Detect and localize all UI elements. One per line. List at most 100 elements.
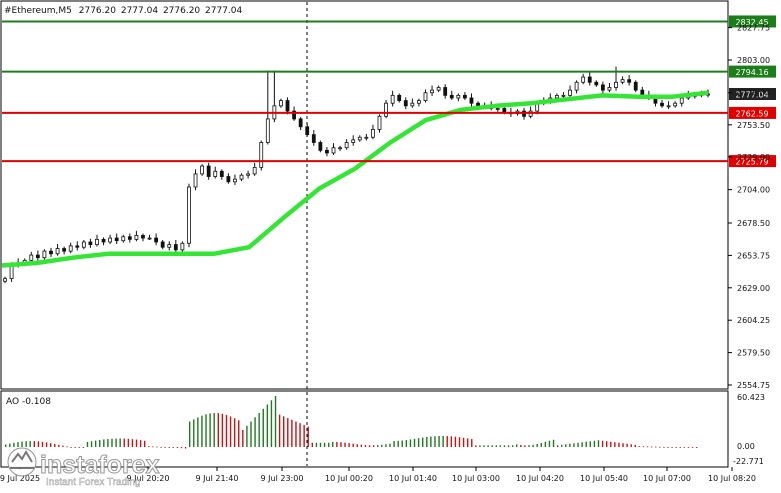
candle (390, 90, 395, 107)
ao-bar (295, 421, 297, 447)
ao-bar (393, 441, 395, 447)
ao-bar (552, 439, 555, 447)
ao-bar (655, 446, 657, 448)
y-axis-tick-label: 2653.75 (737, 251, 770, 260)
x-axis-tick-label: 10 Jul 01:40 (389, 474, 437, 483)
level-tag-resistance (729, 15, 776, 28)
ao-bar (585, 441, 587, 447)
ao-bar (389, 443, 391, 447)
ao-bar (409, 439, 412, 447)
y-axis-tick-label: 2678.50 (737, 219, 770, 228)
y-axis-tick-label: 2778.00 (737, 89, 770, 98)
ao-bar (266, 404, 269, 447)
candle (456, 93, 461, 102)
ao-bar (650, 446, 653, 448)
ao-bar (659, 446, 661, 448)
ao-bar (193, 419, 195, 447)
ao-bar (336, 441, 338, 447)
ao-bar (434, 436, 436, 447)
candle (252, 162, 257, 176)
ao-bar (238, 420, 240, 447)
ao-bar (332, 441, 334, 447)
candle (384, 99, 388, 119)
candle (410, 98, 415, 108)
ao-indicator-label: AO -0.108 (6, 397, 51, 407)
x-axis-tick-label: 9 Jul 23:00 (261, 474, 304, 483)
ao-bar (475, 445, 477, 447)
ao-bar (58, 444, 60, 447)
ao-bar (442, 435, 444, 447)
ao-bar (695, 447, 698, 448)
ao-bar (86, 441, 89, 447)
ao-tick-zero: 0.00 (737, 442, 755, 451)
ao-bar (667, 447, 669, 448)
ao-bar (691, 447, 694, 448)
candle (338, 145, 342, 151)
ao-bar (397, 440, 399, 447)
ao-bar (458, 437, 461, 447)
ao-bar (671, 447, 673, 448)
ao-bar (49, 443, 52, 447)
x-axis-tick-label: 9 Jul 2025 (0, 474, 40, 483)
moving-average-line (1, 90, 709, 268)
ao-bar (197, 417, 199, 447)
candle (226, 173, 231, 184)
candle (311, 130, 316, 146)
candle (206, 162, 211, 180)
ao-bar (360, 444, 363, 447)
ao-bar (381, 444, 383, 447)
x-axis-tick-label: 9 Jul 21:40 (196, 474, 239, 483)
candle (75, 241, 80, 251)
ao-bar (323, 442, 326, 447)
ao-bar (180, 447, 183, 449)
ao-bar (368, 445, 371, 447)
candle (160, 240, 165, 250)
ao-bar (319, 442, 322, 447)
ao-bar (348, 443, 350, 447)
candle (88, 238, 93, 248)
ao-bar (683, 447, 686, 448)
ao-bar (274, 396, 277, 447)
ao-bar (446, 436, 448, 447)
ao-bar (532, 444, 534, 447)
candle (285, 97, 290, 115)
ao-bar (422, 437, 424, 447)
ao-bar (405, 440, 408, 447)
ao-bar (209, 413, 211, 447)
candle (423, 89, 428, 103)
candle (594, 80, 599, 87)
ao-bar (377, 445, 379, 447)
candle (62, 246, 67, 255)
ao-bar (291, 419, 293, 447)
ao-bar (487, 445, 489, 447)
candle (318, 140, 323, 153)
candle (469, 93, 474, 107)
ao-bar (33, 441, 36, 447)
candle (193, 169, 198, 191)
ao-bar (131, 439, 134, 447)
ao-bar (462, 437, 465, 447)
ao-bar (499, 445, 502, 447)
y-axis-tick-label: 2604.25 (737, 316, 770, 325)
level-tag-label: 2832.45 (735, 18, 768, 27)
candle (213, 166, 218, 179)
main-plot-frame (0, 0, 729, 390)
y-axis-tick-label: 2704.00 (737, 186, 770, 195)
candle (660, 99, 664, 108)
ao-bar (340, 442, 342, 447)
ao-bar (262, 408, 264, 447)
candle (581, 73, 586, 85)
ao-bar (148, 446, 150, 447)
ao-bar (29, 441, 31, 447)
candle (200, 164, 205, 176)
candle (3, 276, 7, 284)
ao-bar (283, 416, 285, 447)
ao-bar (94, 440, 97, 447)
ao-bar (450, 436, 453, 447)
candle (417, 98, 421, 107)
candle (239, 173, 244, 182)
ao-bar (307, 426, 309, 447)
ao-bar (225, 414, 228, 447)
candle (666, 101, 671, 110)
candle (134, 230, 139, 242)
